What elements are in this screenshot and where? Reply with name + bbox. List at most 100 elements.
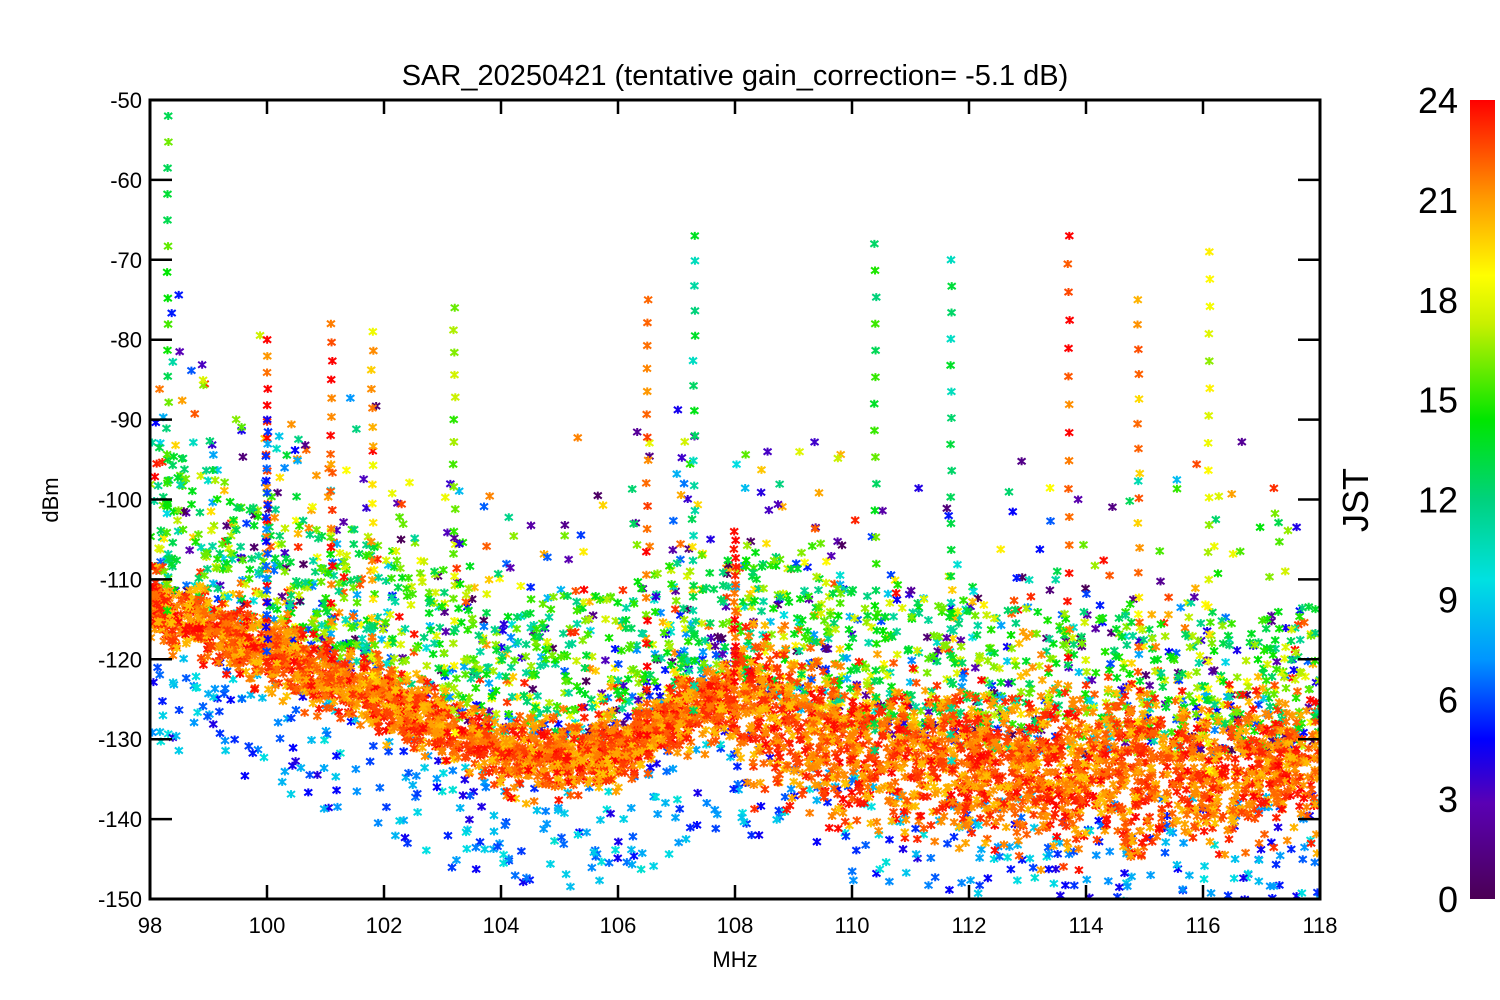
data-point [154,385,165,394]
data-point [681,835,691,844]
data-point [226,695,236,704]
data-point [741,450,751,459]
data-point [709,585,719,594]
data-point [1135,677,1145,686]
data-point [351,765,361,774]
data-point [296,763,306,772]
data-point [174,746,184,755]
data-point [1232,646,1242,655]
data-point [290,446,300,455]
data-point [754,831,764,840]
data-point [403,573,414,582]
data-point [1298,855,1308,864]
data-point [1209,542,1219,551]
data-point [512,624,522,633]
data-point [1057,725,1067,734]
data-point [829,619,839,628]
data-point [1176,603,1186,612]
data-point [1271,813,1281,822]
data-point [234,590,245,599]
data-point [542,705,552,714]
data-point [1232,673,1242,682]
data-point [231,415,241,424]
data-point [862,592,872,601]
data-point [1004,487,1014,496]
data-point [861,841,871,850]
data-point [392,556,402,565]
data-point [1190,584,1200,593]
data-point [277,777,287,786]
data-point [1213,569,1223,578]
data-point [949,832,959,841]
data-point [604,858,614,867]
data-point [1053,849,1063,858]
data-point [618,586,628,595]
data-point [306,736,317,745]
data-point [756,488,766,497]
data-point [1227,490,1237,499]
data-point [257,693,267,702]
data-point [1058,862,1069,871]
data-point [1253,655,1263,664]
data-point [973,621,983,630]
data-point [271,444,282,453]
data-point [863,611,873,620]
data-point [942,504,952,513]
data-point [1018,627,1028,636]
data-point [1242,677,1252,686]
data-point [571,656,582,665]
data-point [983,874,993,883]
data-point [150,472,160,481]
data-point [1028,863,1038,872]
data-point [1273,607,1283,616]
data-point [1045,586,1055,595]
data-point [1281,684,1291,693]
data-point [1220,850,1230,859]
data-point [1310,858,1320,867]
data-point [168,538,178,547]
data-point [432,783,442,792]
data-point [415,569,425,578]
data-point [1006,631,1016,640]
data-point [762,447,773,456]
data-point [1207,639,1217,648]
data-point [168,461,178,470]
data-point [238,452,248,461]
data-point [604,633,614,642]
data-point [672,795,682,804]
data-point [448,766,458,775]
data-point [481,670,492,679]
data-point [700,750,710,759]
data-point [158,711,168,720]
data-point [282,692,292,701]
data-point [768,604,779,613]
data-point [341,615,351,624]
data-point [248,749,258,758]
data-point [996,678,1006,687]
data-point [493,569,503,578]
data-point [1199,862,1210,871]
data-point [789,629,799,638]
data-point [571,586,581,595]
data-point [970,663,980,672]
data-point [1080,618,1090,627]
data-point [996,621,1006,630]
data-point [884,835,895,844]
data-point [339,594,349,603]
data-point [464,815,475,824]
data-point [1255,523,1265,532]
data-point [1006,865,1016,874]
data-point [197,360,207,369]
data-point [168,357,178,366]
data-point [756,465,767,474]
data-point [621,603,631,612]
data-point [1012,828,1022,837]
data-point [1017,457,1027,466]
data-point [452,564,462,573]
data-point [270,554,280,563]
data-point [923,881,934,890]
data-point [482,590,492,599]
data-point [973,889,983,898]
data-point [410,534,420,543]
data-point [1217,621,1228,630]
